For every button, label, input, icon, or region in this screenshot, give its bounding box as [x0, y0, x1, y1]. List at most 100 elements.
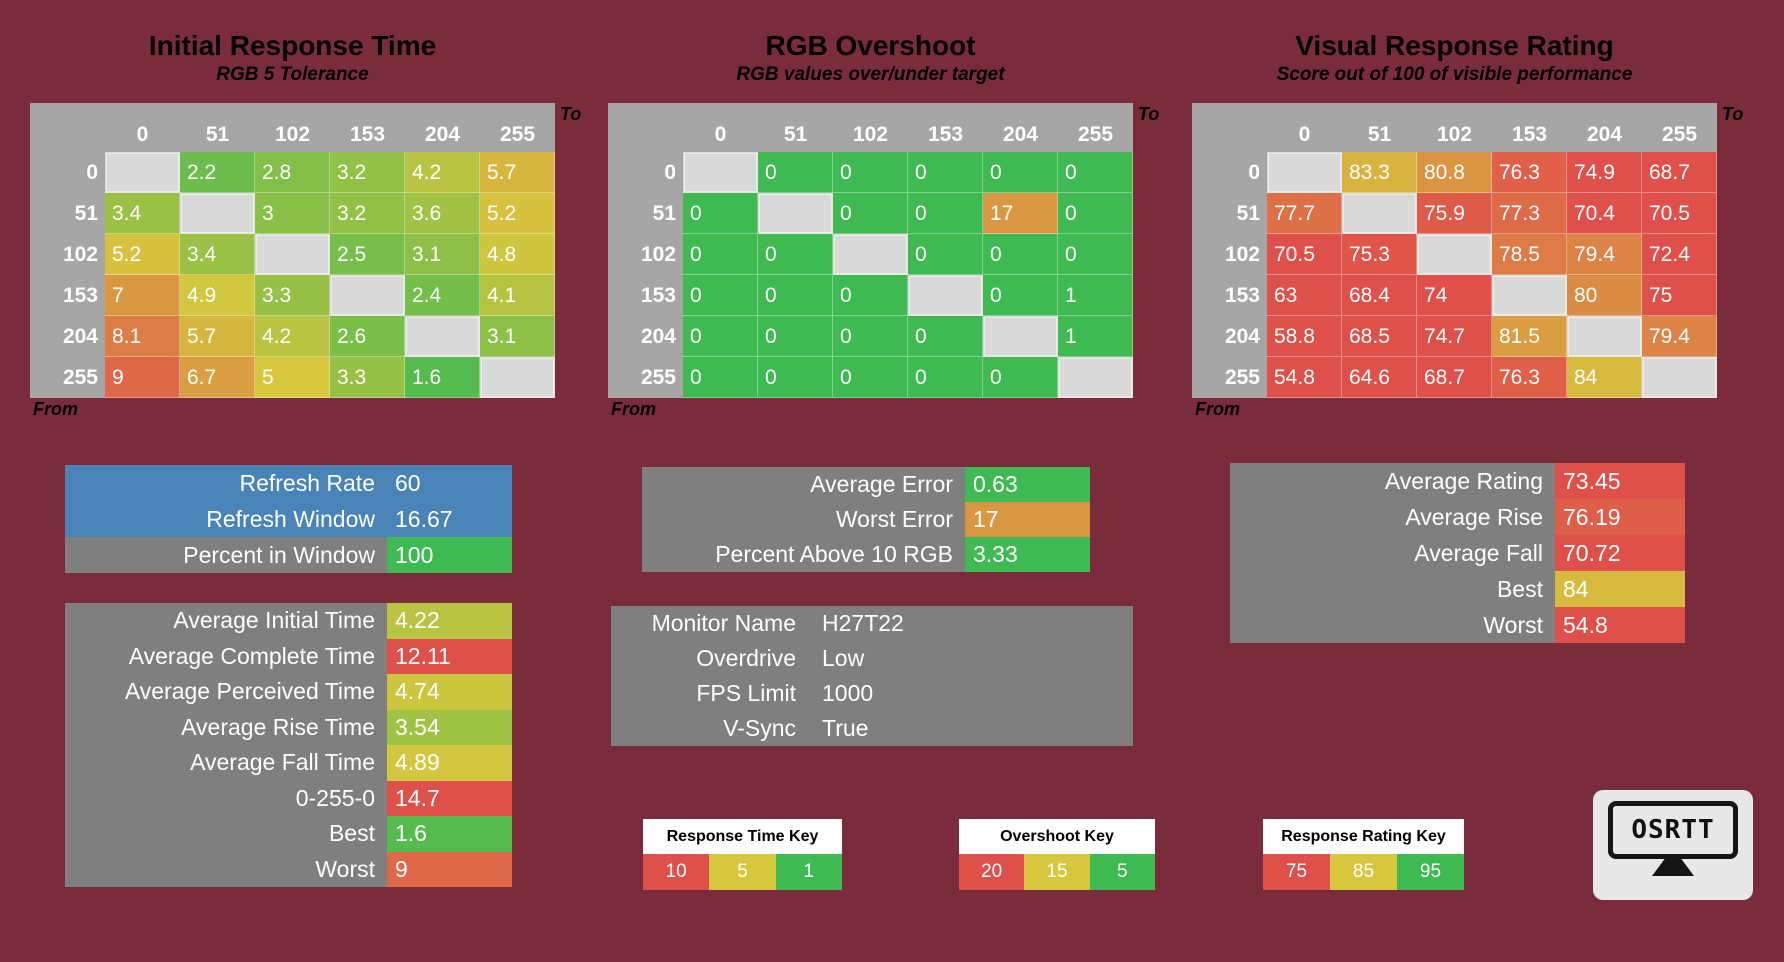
key-cell: 10 — [643, 854, 710, 890]
value-cell: 3.4 — [105, 193, 180, 234]
summary-label: Overdrive — [696, 645, 796, 671]
key-title: Response Rating Key — [1263, 819, 1464, 854]
table-title-initial-response-time: Initial Response Time — [148, 30, 437, 61]
summary-row: V-Sync True — [611, 711, 1133, 746]
table-subtitle-initial-response-time: RGB 5 Tolerance — [216, 64, 369, 85]
value-cell: 72.4 — [1642, 234, 1717, 275]
diagonal-cell — [683, 152, 758, 193]
value-cell: 77.7 — [1267, 193, 1342, 234]
summary-row: Refresh Rate 60 — [65, 465, 512, 501]
summary-value: 3.54 — [387, 709, 512, 745]
value-cell: 0 — [833, 316, 908, 357]
value-cell: 0 — [908, 357, 983, 398]
summary-row: Average Complete Time 12.11 — [65, 638, 512, 674]
column-header-cell: 204 — [1567, 103, 1642, 152]
column-header-cell: 153 — [908, 103, 983, 152]
diagonal-cell — [180, 193, 255, 234]
summary-value: 16.67 — [395, 506, 453, 532]
value-cell: 74 — [1417, 275, 1492, 316]
diagonal-cell — [983, 316, 1058, 357]
table-corner-cell — [608, 103, 683, 152]
diagonal-cell — [480, 357, 555, 398]
summary-value: 100 — [387, 537, 512, 573]
value-cell: 68.5 — [1342, 316, 1417, 357]
panel-overshoot-summary: Average Error 0.63 Worst Error 17 Percent Ab… — [642, 467, 1090, 572]
value-cell: 84 — [1567, 357, 1642, 398]
summary-value: Low — [822, 645, 865, 671]
value-cell: 70.4 — [1567, 193, 1642, 234]
summary-value: H27T22 — [822, 610, 904, 636]
value-cell: 83.3 — [1342, 152, 1417, 193]
key-response-rating: Response Rating Key 75 85 95 — [1263, 819, 1464, 890]
value-cell: 4.8 — [480, 234, 555, 275]
value-cell: 54.8 — [1267, 357, 1342, 398]
key-overshoot: Overshoot Key 20 15 5 — [959, 819, 1155, 890]
summary-label: Average Rating — [1384, 467, 1543, 494]
key-response-time: Response Time Key 10 5 1 — [643, 819, 842, 890]
key-swatches: 75 85 95 — [1263, 854, 1464, 890]
panel-refresh-info: Refresh Rate 60 Refresh Window 16.67 Percent… — [65, 465, 512, 573]
row-header-cell: 153 — [30, 275, 105, 316]
value-cell: 0 — [758, 316, 833, 357]
column-header-cell: 51 — [758, 103, 833, 152]
summary-value: 84 — [1555, 571, 1685, 607]
summary-row: Average Fall Time 4.89 — [65, 745, 512, 781]
value-cell: 2.6 — [330, 316, 405, 357]
value-cell: 0 — [683, 234, 758, 275]
key-cell: 95 — [1397, 854, 1464, 890]
value-cell: 3.2 — [330, 152, 405, 193]
row-header-cell: 51 — [1192, 193, 1267, 234]
summary-value: True — [822, 715, 869, 741]
row-header-cell: 153 — [608, 275, 683, 316]
value-cell: 0 — [683, 357, 758, 398]
value-cell: 68.7 — [1417, 357, 1492, 398]
summary-value: 0.63 — [965, 467, 1090, 502]
value-cell: 0 — [683, 193, 758, 234]
value-cell: 4.1 — [480, 275, 555, 316]
summary-row: Average Rise 76.19 — [1230, 499, 1685, 535]
value-cell: 0 — [983, 357, 1058, 398]
value-cell: 80.8 — [1417, 152, 1492, 193]
value-cell: 3.6 — [405, 193, 480, 234]
value-cell: 0 — [908, 234, 983, 275]
key-cell: 85 — [1330, 854, 1397, 890]
row-header-cell: 255 — [1192, 357, 1267, 398]
logo-text: OSRTT — [1631, 815, 1715, 845]
value-cell: 0 — [683, 316, 758, 357]
value-cell: 0 — [833, 152, 908, 193]
table-corner-cell — [30, 103, 105, 152]
key-swatches: 20 15 5 — [959, 854, 1155, 890]
value-cell: 0 — [1058, 152, 1133, 193]
value-cell: 3 — [255, 193, 330, 234]
value-cell: 3.1 — [480, 316, 555, 357]
summary-label: Best — [328, 820, 375, 847]
summary-label: FPS Limit — [696, 680, 796, 706]
summary-label: Average Fall Time — [190, 749, 375, 776]
summary-value: 54.8 — [1555, 607, 1685, 643]
value-cell: 74.7 — [1417, 316, 1492, 357]
monitor-icon: OSRTT — [1608, 801, 1738, 859]
summary-row: Worst Error 17 — [642, 502, 1090, 537]
value-cell: 0 — [1058, 193, 1133, 234]
summary-row: Best 1.6 — [65, 816, 512, 852]
value-cell: 3.2 — [330, 193, 405, 234]
value-cell: 5.2 — [105, 234, 180, 275]
value-cell: 5 — [255, 357, 330, 398]
table-corner-cell — [1192, 103, 1267, 152]
summary-label: Monitor Name — [651, 610, 796, 636]
diagonal-cell — [1267, 152, 1342, 193]
summary-value: 73.45 — [1555, 463, 1685, 499]
value-cell: 75 — [1642, 275, 1717, 316]
value-cell: 4.2 — [405, 152, 480, 193]
value-cell: 2.8 — [255, 152, 330, 193]
summary-row: Monitor Name H27T22 — [611, 606, 1133, 641]
summary-label: Average Complete Time — [128, 642, 375, 669]
key-cell: 5 — [1089, 854, 1155, 890]
axis-from-label: From — [611, 399, 656, 419]
value-cell: 63 — [1267, 275, 1342, 316]
value-cell: 0 — [833, 193, 908, 234]
value-cell: 1.6 — [405, 357, 480, 398]
row-header-cell: 51 — [30, 193, 105, 234]
column-header-cell: 204 — [983, 103, 1058, 152]
summary-label: Average Rise — [1405, 503, 1543, 530]
